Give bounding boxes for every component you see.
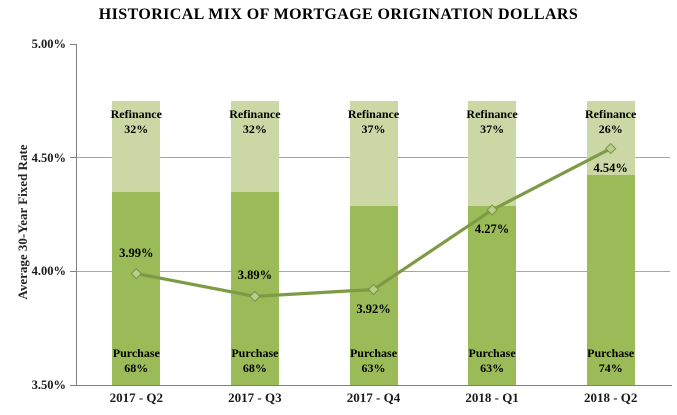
y-tick-mark [70,43,76,45]
refinance-bar-segment [468,100,517,206]
purchase-bar-segment [468,205,517,385]
refinance-bar-label: Refinance 37% [466,106,518,136]
y-axis-line [76,44,77,385]
refinance-bar-segment [230,100,279,192]
rate-marker-diamond [486,204,498,216]
rate-marker-diamond [604,142,617,155]
rate-marker-diamond [130,267,143,280]
refinance-bar-label: Refinance 32% [229,106,281,136]
purchase-bar-label: Purchase 63% [349,346,398,375]
refinance-bar-segment [349,100,398,206]
refinance-bar-label: Refinance 37% [347,106,400,136]
purchase-bar-label: Purchase 68% [231,346,279,375]
refinance-bar-segment [112,100,161,192]
y-tick-mark [70,157,76,159]
rate-line [135,147,612,298]
y-tick-mark [70,270,76,272]
rate-marker-diamond [367,283,380,296]
rate-marker-diamond [249,290,261,303]
purchase-bar-label: Purchase 74% [587,346,635,375]
y-tick-label: 4.50% [31,150,66,165]
rate-data-label: 4.54% [593,160,628,175]
x-tick-label: 2018 - Q2 [583,390,638,405]
purchase-bar-segment [112,191,161,385]
x-tick-label: 2017 - Q2 [109,390,164,405]
y-tick-label: 4.00% [31,264,66,279]
x-axis-line [76,385,672,386]
y-tick-label: 3.50% [31,378,66,392]
x-tick-label: 2017 - Q4 [346,390,401,405]
rate-data-label: 3.92% [356,301,391,316]
refinance-bar-segment [586,100,635,175]
rate-data-label: 3.99% [119,245,154,260]
rate-data-label: 4.27% [474,221,510,236]
purchase-bar-segment [230,191,279,385]
y-tick-label: 5.00% [31,37,66,51]
x-tick-label: 2018 - Q1 [465,390,519,405]
y-tick-mark [70,384,76,386]
refinance-bar-label: Refinance 26% [585,106,637,136]
purchase-bar-segment [349,205,398,385]
purchase-bar-label: Purchase 68% [112,346,160,375]
rate-data-label: 3.89% [237,268,273,283]
refinance-bar-label: Refinance 32% [110,106,162,136]
purchase-bar-segment [586,174,635,385]
chart-title: HISTORICAL MIX OF MORTGAGE ORIGINATION D… [98,6,579,23]
x-tick-label: 2017 - Q3 [228,390,282,405]
purchase-bar-label: Purchase 63% [468,346,516,375]
